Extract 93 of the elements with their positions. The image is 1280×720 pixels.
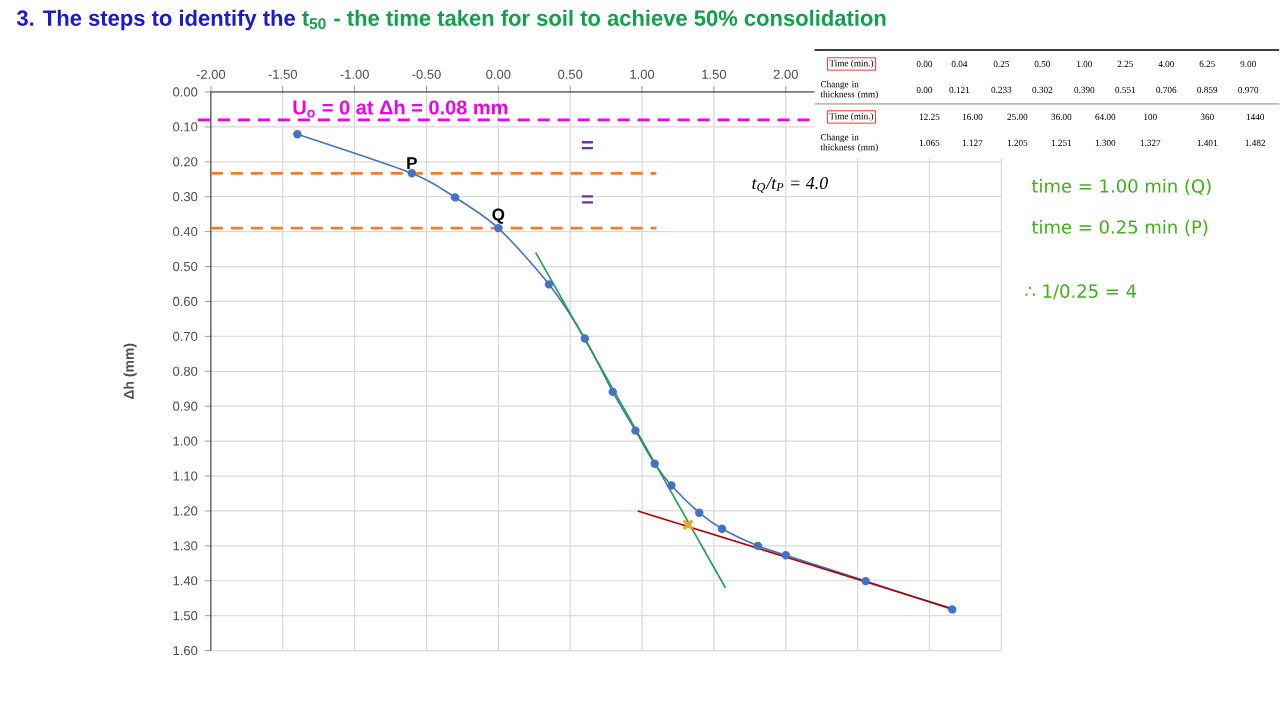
text: 0.706 [1156,87,1177,94]
point [293,130,302,139]
x-tick-label: -1.50 [268,69,298,80]
point [667,481,676,490]
x-tick-label: 0.50 [558,69,583,80]
y-tick-label: 1.20 [173,506,198,516]
annotation: t$_{Q}$/t$_{P}$ = 4.0 [752,177,828,194]
x-tick-label: 1.00 [630,69,655,80]
y-tick-label: 0.40 [173,227,198,237]
text: 1.251 [1051,140,1072,147]
y-tick-label: 0.70 [173,332,198,342]
text: 6.25 [1199,61,1215,68]
text: 1.00 [1077,61,1092,68]
annotation: 16.00 [962,114,983,121]
text: 1.482 [1245,140,1266,147]
x-tick-label: 2.00 [773,69,798,80]
point [948,605,957,614]
text: 0.551 [1115,87,1136,94]
text: 0.970 [1238,87,1259,94]
x-tick-label: 0.00 [486,69,511,80]
x-tick-label: 1.50 [702,69,727,80]
text: 100 [1144,114,1157,121]
point [753,541,763,551]
y-tick-label: 0.10 [173,122,198,132]
annotation: 0.233 [991,87,1012,94]
text: 0.859 [1197,87,1218,94]
text: Time (min.) [829,60,874,69]
y-tick-label: 0.00 [173,87,198,97]
annotation: Time (min.) [829,113,874,122]
x-tick-label: -0.50 [412,69,441,80]
point [695,508,704,518]
text: 1440 [1246,114,1265,121]
point [650,459,659,469]
y-tick-label: 0.20 [173,157,198,167]
annotation: = [581,141,593,150]
point [717,524,727,534]
point [781,551,790,560]
point [608,387,617,397]
text: 0.50 [1034,61,1051,68]
y-tick-label: 0.60 [173,297,198,307]
y-axis-title: Δh (mm) [123,343,137,400]
text: 9.00 [1240,61,1256,68]
point [682,519,694,531]
text: 36.00 [1051,114,1072,121]
y-tick-label: 0.80 [173,366,198,377]
text: 0.04 [951,61,968,68]
text: time = 0.25 min (P) [1031,220,1208,237]
annotation: = [581,195,593,204]
point [631,426,640,436]
point [544,280,554,289]
point [450,193,460,202]
point [407,169,416,178]
y-tick-label: 1.40 [173,576,198,586]
x-tick-label: -2.00 [196,69,226,80]
annotation: 12.25 [919,114,940,121]
annotation: Q [492,208,505,224]
annotation: P [407,157,417,170]
annotation: Change in thickness (mm) [820,133,878,153]
text: 360 [1200,114,1214,121]
text: 2.25 [1117,61,1133,68]
text: 1.401 [1197,140,1218,147]
text: 4.00 [1158,61,1174,68]
y-tick-label: 0.90 [173,401,198,412]
point [580,334,590,343]
y-tick-label: 1.00 [173,436,198,446]
text: 1.300 [1095,140,1116,147]
y-tick-label: 1.10 [173,471,198,481]
ref-line-label: U$_{o}$ = 0 at Δh = 0.08 mm [293,100,508,118]
point [861,577,870,586]
x-tick-label: -1.00 [340,69,369,80]
point [494,224,503,233]
y-tick-label: 1.30 [173,541,198,551]
text: 1.327 [1140,140,1161,147]
text: time = 1.00 min (Q) [1031,179,1211,196]
y-tick-label: 1.50 [173,611,198,621]
text: 1.205 [1007,140,1028,147]
chart-title: 3. The steps to identify the [16,9,295,31]
text: 0.302 [1032,87,1053,94]
annotation: 0.00 [916,87,933,94]
text: 0.390 [1074,87,1095,94]
annotation: 1.127 [962,140,983,147]
text: 0.25 [993,61,1010,68]
annotation: 1.065 [919,140,940,147]
text: 0.00 [916,61,933,68]
y-tick-label: 1.60 [173,646,198,656]
text: 64.00 [1095,114,1116,121]
chart-subtitle: t$_{50}$ - the time taken for soil to achieve 50% consolidation [302,9,886,30]
text: 25.00 [1007,114,1028,121]
annotation: 0.121 [949,87,970,94]
y-tick-label: 0.50 [173,262,198,272]
text: ∴ 1/0.25 = 4 [1025,284,1137,300]
annotation: Change in thickness (mm) [820,81,878,100]
y-tick-label: 0.30 [173,192,198,202]
